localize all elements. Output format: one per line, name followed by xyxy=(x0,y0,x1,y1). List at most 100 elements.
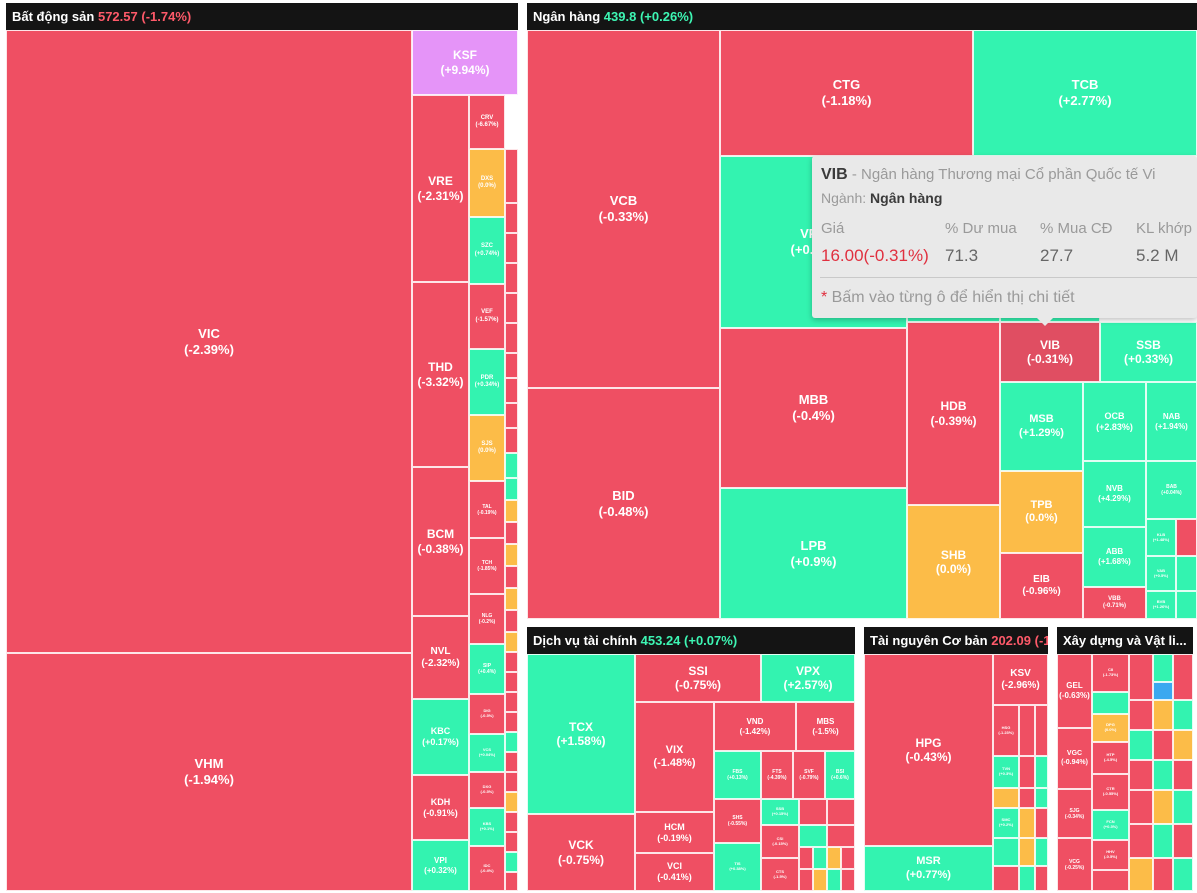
stock-tile[interactable] xyxy=(1153,824,1173,858)
stock-tile-kbc[interactable]: KBC (+0.17%) xyxy=(412,699,469,775)
stock-tile[interactable] xyxy=(1129,700,1153,730)
stock-tile-smc[interactable]: SMC (+0.2%) xyxy=(993,808,1019,838)
stock-tile-vck[interactable]: VCK (-0.75%) xyxy=(527,814,635,891)
stock-tile-ocb[interactable]: OCB (+2.83%) xyxy=(1083,382,1146,461)
stock-tile-fts[interactable]: FTS (-4.39%) xyxy=(761,751,793,799)
stock-tile-fbs[interactable]: FBS (+0.13%) xyxy=(714,751,761,799)
stock-tile[interactable] xyxy=(799,799,827,825)
stock-tile-eib[interactable]: EIB (-0.96%) xyxy=(1000,553,1083,619)
stock-tile[interactable] xyxy=(841,847,855,869)
stock-tile[interactable] xyxy=(505,233,518,263)
stock-tile[interactable] xyxy=(505,428,518,453)
stock-tile[interactable] xyxy=(505,652,518,672)
stock-tile-szc[interactable]: SZC (+0.74%) xyxy=(469,217,505,284)
stock-tile-ctg[interactable]: CTG (-1.18%) xyxy=(720,30,973,156)
stock-tile[interactable] xyxy=(813,847,827,869)
stock-tile-ksv[interactable]: KSV (-2.96%) xyxy=(993,654,1048,705)
stock-tile[interactable] xyxy=(505,544,518,566)
stock-tile[interactable] xyxy=(505,293,518,323)
stock-tile-abb[interactable]: ABB (+1.68%) xyxy=(1083,527,1146,587)
stock-tile-vgc[interactable]: VGC (-0.94%) xyxy=(1057,728,1092,789)
stock-tile[interactable] xyxy=(827,825,855,847)
stock-tile-vcs[interactable]: VCS (+0.04%) xyxy=(469,734,505,772)
stock-tile-mbs[interactable]: MBS (-1.5%) xyxy=(796,702,855,751)
stock-tile[interactable] xyxy=(1173,824,1193,858)
stock-tile[interactable] xyxy=(993,788,1019,808)
stock-tile-vcb[interactable]: VCB (-0.33%) xyxy=(527,30,720,388)
stock-tile-nab[interactable]: NAB (+1.94%) xyxy=(1146,382,1197,461)
stock-tile-svf[interactable]: SVF (-0.79%) xyxy=(793,751,825,799)
stock-tile[interactable] xyxy=(505,752,518,772)
stock-tile-sip[interactable]: SIP (+0.4%) xyxy=(469,644,505,694)
stock-tile[interactable] xyxy=(505,403,518,428)
stock-tile-nkg[interactable] xyxy=(1019,705,1035,756)
stock-tile-klb[interactable]: KLB (+1.48%) xyxy=(1146,519,1176,556)
stock-tile[interactable] xyxy=(505,588,518,610)
stock-tile-hcm[interactable]: HCM (-0.19%) xyxy=(635,812,714,853)
stock-tile[interactable] xyxy=(505,792,518,812)
sector-header[interactable]: Xây dựng và Vật li... xyxy=(1057,627,1193,654)
stock-tile[interactable] xyxy=(1035,866,1048,891)
stock-tile-vcg[interactable]: VCG (-0.25%) xyxy=(1057,838,1092,891)
stock-tile-dxs[interactable]: DXS (0.0%) xyxy=(469,149,505,217)
stock-tile-kdh[interactable]: KDH (-0.91%) xyxy=(412,775,469,840)
stock-tile-vic[interactable]: VIC (-2.39%) xyxy=(6,30,412,653)
stock-tile-hpg[interactable]: HPG (-0.43%) xyxy=(864,654,993,846)
stock-tile[interactable] xyxy=(505,378,518,403)
stock-tile-bab[interactable]: BAB (+0.04%) xyxy=(1146,461,1197,519)
stock-tile[interactable] xyxy=(1173,760,1193,790)
stock-tile[interactable] xyxy=(1035,808,1048,838)
stock-tile-ssb[interactable]: SSB (+0.15%) xyxy=(761,799,799,825)
stock-tile-vix[interactable]: VIX (-1.48%) xyxy=(635,702,714,812)
stock-tile[interactable] xyxy=(1173,730,1193,760)
stock-tile[interactable] xyxy=(1019,808,1035,838)
stock-tile-bid[interactable]: BID (-0.48%) xyxy=(527,388,720,619)
stock-tile-tpb[interactable]: TPB (0.0%) xyxy=(1000,471,1083,553)
stock-tile[interactable] xyxy=(505,832,518,852)
stock-tile-hdg[interactable] xyxy=(505,149,518,203)
stock-tile-vef[interactable]: VEF (-1.57%) xyxy=(469,284,505,349)
stock-tile[interactable] xyxy=(1173,654,1193,700)
stock-tile-tal[interactable]: TAL (-0.19%) xyxy=(469,481,505,538)
stock-tile-mbb[interactable]: MBB (-0.4%) xyxy=(720,328,907,488)
stock-tile-dxg[interactable]: DXG (-0.3%) xyxy=(469,772,505,808)
stock-tile[interactable] xyxy=(813,869,827,891)
stock-tile-csi[interactable]: CSI (-0.15%) xyxy=(761,825,799,858)
sector-header[interactable]: Ngân hàng 439.8 (+0.26%) xyxy=(527,3,1197,30)
stock-tile[interactable] xyxy=(505,263,518,293)
stock-tile-vre[interactable]: VRE (-2.31%) xyxy=(412,95,469,282)
stock-tile-bvb[interactable]: BVB (+1.26%) xyxy=(1146,591,1176,619)
stock-tile-thd[interactable]: THD (-3.32%) xyxy=(412,282,469,467)
stock-tile[interactable] xyxy=(1153,858,1173,891)
stock-tile-crv[interactable]: CRV (-6.67%) xyxy=(469,95,505,149)
stock-tile[interactable] xyxy=(1035,705,1048,756)
stock-tile[interactable] xyxy=(1176,591,1197,619)
stock-tile-pgb[interactable] xyxy=(1176,556,1197,591)
stock-tile[interactable] xyxy=(1129,760,1153,790)
stock-tile[interactable] xyxy=(1019,788,1035,808)
stock-tile[interactable] xyxy=(1129,858,1153,891)
stock-tile-vpi[interactable]: VPI (+0.32%) xyxy=(412,840,469,891)
stock-tile[interactable] xyxy=(1153,654,1173,682)
stock-tile-vnd[interactable]: VND (-1.42%) xyxy=(714,702,796,751)
stock-tile-msb[interactable]: MSB (+1.29%) xyxy=(1000,382,1083,471)
stock-tile[interactable] xyxy=(505,203,518,233)
stock-tile[interactable] xyxy=(505,323,518,353)
stock-tile[interactable] xyxy=(1035,756,1048,788)
stock-tile-vhm[interactable]: VHM (-1.94%) xyxy=(6,653,412,891)
stock-tile[interactable] xyxy=(505,632,518,652)
stock-tile-sjg[interactable]: SJG (-0.34%) xyxy=(1057,789,1092,838)
stock-tile[interactable] xyxy=(1035,788,1048,808)
sector-header[interactable]: Tài nguyên Cơ bản 202.09 (-1.06%) xyxy=(864,627,1048,654)
stock-tile[interactable] xyxy=(505,478,518,500)
stock-tile-vci[interactable]: VCI (-0.41%) xyxy=(635,853,714,891)
stock-tile-vab[interactable]: VAB (+0.5%) xyxy=(1146,556,1176,591)
stock-tile[interactable] xyxy=(505,852,518,872)
stock-tile-bsi[interactable]: BSI (+0.6%) xyxy=(825,751,855,799)
stock-tile-bmc[interactable] xyxy=(1019,756,1035,788)
stock-tile-tvn[interactable]: TVN (+0.3%) xyxy=(993,756,1019,788)
stock-tile-ssi[interactable]: SSI (-0.75%) xyxy=(635,654,761,702)
stock-tile[interactable] xyxy=(1129,654,1153,700)
stock-tile-pdr[interactable]: PDR (+0.34%) xyxy=(469,349,505,415)
stock-tile[interactable] xyxy=(1173,700,1193,730)
